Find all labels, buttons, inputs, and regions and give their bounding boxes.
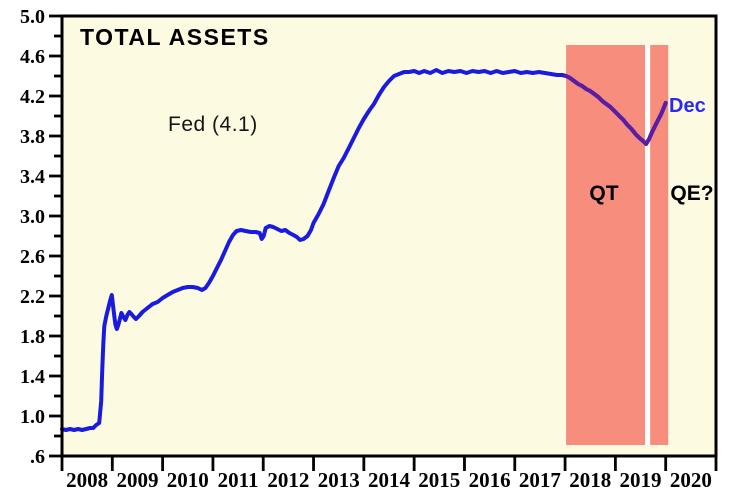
band-qt — [566, 45, 646, 445]
x-axis-label: 2011 — [218, 468, 259, 492]
assets-line-qt-segment — [564, 74, 668, 146]
y-axis-label: 3.4 — [20, 166, 45, 188]
y-axis-label: 4.2 — [20, 86, 45, 108]
y-axis-label: 2.6 — [20, 246, 45, 268]
x-axis-label: 2017 — [519, 468, 561, 492]
band-qe — [650, 45, 669, 445]
x-axis-label: 2009 — [116, 468, 158, 492]
series-label: Fed (4.1) — [168, 113, 258, 136]
x-axis-label: 2008 — [66, 468, 108, 492]
x-axis-label: 2018 — [569, 468, 611, 492]
axes: 5.0 4.6 4.2 3.8 3.4 3.0 2.6 2.2 1.8 1.4 1.0 .6 2008 2… — [20, 6, 718, 492]
x-axis-label: 2012 — [267, 468, 309, 492]
x-axis-label: 2020 — [670, 468, 712, 492]
x-axis-label: 2010 — [167, 468, 209, 492]
band-separator — [645, 45, 651, 445]
y-axis-label: 2.2 — [20, 286, 45, 308]
qe-label: QE? — [670, 182, 713, 205]
y-axis-label: 4.6 — [20, 46, 45, 68]
y-axis-label: 1.4 — [20, 366, 45, 388]
y-axis-label: .6 — [30, 446, 45, 468]
qt-label: QT — [589, 182, 618, 205]
x-axis-label: 2013 — [318, 468, 360, 492]
x-axis-label: 2016 — [469, 468, 511, 492]
x-axis-label: 2014 — [368, 468, 411, 492]
y-axis-label: 1.8 — [20, 326, 45, 348]
y-axis-label: 1.0 — [20, 406, 45, 428]
series-lines — [60, 68, 668, 432]
x-axis-label: 2015 — [418, 468, 460, 492]
shaded-bands — [566, 45, 669, 445]
x-axis-label: 2019 — [620, 468, 662, 492]
y-axis-label: 5.0 — [20, 6, 45, 28]
dec-label: Dec — [669, 95, 706, 117]
y-axis-label: 3.8 — [20, 126, 45, 148]
plot-border — [60, 14, 718, 458]
chart-title: TOTAL ASSETS — [80, 24, 270, 50]
y-axis-label: 3.0 — [20, 206, 45, 228]
